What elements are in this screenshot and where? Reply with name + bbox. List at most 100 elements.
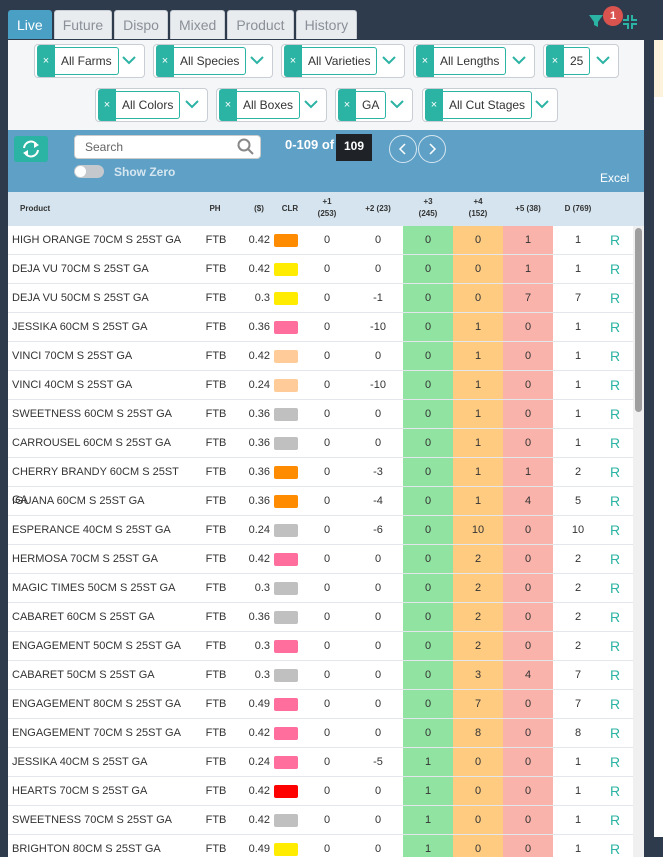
table-row[interactable]: ESPERANCE 40CM S 25ST GA FTB 0.24 0 -6 0 10 0 10… — [8, 516, 633, 545]
table-row[interactable]: VINCI 40CM S 25ST GA FTB 0.24 0 -10 0 1 0 1 R — [8, 371, 633, 400]
reserve-link[interactable]: R — [610, 232, 621, 248]
filter-icon[interactable] — [587, 12, 605, 30]
band-d3 — [403, 835, 453, 857]
band-d5 — [503, 574, 553, 602]
table-row[interactable]: DEJA VU 50CM S 25ST GA FTB 0.3 0 -1 0 0 7 7 R — [8, 284, 633, 313]
tab-live[interactable]: Live — [8, 10, 52, 39]
tab-mixed[interactable]: Mixed — [169, 10, 226, 39]
table-row[interactable]: HIGH ORANGE 70CM S 25ST GA FTB 0.42 0 0 0 0 1 1 R — [8, 226, 633, 255]
table-row[interactable]: ENGAGEMENT 50CM S 25ST GA FTB 0.3 0 0 0 2 0 2 R — [8, 632, 633, 661]
remove-cut-stage-filter[interactable]: × — [425, 89, 443, 121]
band-d3 — [403, 284, 453, 312]
remove-color-filter[interactable]: × — [98, 89, 116, 121]
remove-box-filter[interactable]: × — [219, 89, 237, 121]
cut-stage-filter[interactable]: × All Cut Stages — [422, 88, 558, 122]
table-row[interactable]: HERMOSA 70CM S 25ST GA FTB 0.42 0 0 0 2 0 2 R — [8, 545, 633, 574]
table-row[interactable]: ENGAGEMENT 80CM S 25ST GA FTB 0.49 0 0 0 7 0 7 R — [8, 690, 633, 719]
reserve-link[interactable]: R — [610, 435, 621, 451]
color-filter[interactable]: × All Colors — [95, 88, 208, 122]
remove-farm-filter[interactable]: × — [37, 45, 55, 77]
table-row[interactable]: CABARET 50CM S 25ST GA FTB 0.3 0 0 0 3 4 7 R — [8, 661, 633, 690]
grade-filter[interactable]: × GA — [335, 88, 413, 122]
box-filter[interactable]: × All Boxes — [216, 88, 327, 122]
tab-dispo[interactable]: Dispo — [114, 10, 168, 39]
table-row[interactable]: ENGAGEMENT 70CM S 25ST GA FTB 0.42 0 0 0 8 0 8 R — [8, 719, 633, 748]
reserve-link[interactable]: R — [610, 493, 621, 509]
cell-d2: 0 — [374, 611, 382, 623]
scrollbar-thumb[interactable] — [635, 228, 642, 412]
reserve-link[interactable]: R — [610, 290, 621, 306]
table-row[interactable]: SWEETNESS 70CM S 25ST GA FTB 0.42 0 0 1 0 0 1 R — [8, 806, 633, 835]
table-row[interactable]: HEARTS 70CM S 25ST GA FTB 0.42 0 0 1 0 0 1 R — [8, 777, 633, 806]
cell-ph: FTB — [205, 814, 227, 826]
col-product[interactable]: Product — [20, 204, 51, 213]
next-page-button[interactable] — [418, 135, 446, 163]
cell-d4: 2 — [474, 611, 482, 623]
table-row[interactable]: IGUANA 60CM S 25ST GA FTB 0.36 0 -4 0 1 4 5 R — [8, 487, 633, 516]
col-clr[interactable]: CLR — [281, 204, 299, 213]
excel-export-button[interactable]: Excel — [600, 171, 630, 185]
remove-stems-filter[interactable]: × — [546, 45, 564, 77]
table-row[interactable]: MAGIC TIMES 50CM S 25ST GA FTB 0.3 0 0 0 2 0 2 R — [8, 574, 633, 603]
table-row[interactable]: CARROUSEL 60CM S 25ST GA FTB 0.36 0 0 0 1 0 1 R — [8, 429, 633, 458]
show-zero-toggle[interactable] — [74, 165, 104, 178]
remove-grade-filter[interactable]: × — [338, 89, 356, 121]
reserve-link[interactable]: R — [610, 377, 621, 393]
table-row[interactable]: JESSIKA 40CM S 25ST GA FTB 0.24 0 -5 1 0 0 1 R — [8, 748, 633, 777]
variety-filter[interactable]: × All Varieties — [281, 44, 405, 78]
table-row[interactable]: JESSIKA 60CM S 25ST GA FTB 0.36 0 -10 0 1 0 1 R — [8, 313, 633, 342]
tab-history[interactable]: History — [295, 10, 358, 39]
table-row[interactable]: BRIGHTON 80CM S 25ST GA FTB 0.49 0 0 1 0 0 1 R — [8, 835, 633, 857]
table-row[interactable]: DEJA VU 70CM S 25ST GA FTB 0.42 0 0 0 0 1 1 R — [8, 255, 633, 284]
reserve-link[interactable]: R — [610, 696, 621, 712]
band-d4 — [453, 661, 503, 689]
col-price[interactable]: ($) — [254, 204, 264, 213]
reserve-link[interactable]: R — [610, 261, 621, 277]
reserve-link[interactable]: R — [610, 609, 621, 625]
length-filter[interactable]: × All Lengths — [413, 44, 535, 78]
table-scrollbar[interactable] — [633, 226, 644, 857]
reserve-link[interactable]: R — [610, 725, 621, 741]
col-d[interactable]: D (769) — [564, 204, 592, 213]
prev-page-button[interactable] — [389, 135, 417, 163]
reserve-link[interactable]: R — [610, 348, 621, 364]
reserve-link[interactable]: R — [610, 812, 621, 828]
col-d1[interactable]: +1 — [322, 197, 332, 206]
reserve-link[interactable]: R — [610, 580, 621, 596]
farm-filter[interactable]: × All Farms — [34, 44, 145, 78]
reserve-link[interactable]: R — [610, 551, 621, 567]
cell-d: 2 — [574, 582, 582, 594]
remove-length-filter[interactable]: × — [416, 45, 434, 77]
species-filter[interactable]: × All Species — [153, 44, 273, 78]
color-swatch — [274, 814, 298, 827]
reserve-link[interactable]: R — [610, 754, 621, 770]
reserve-link[interactable]: R — [610, 667, 621, 683]
search-input[interactable]: Search — [74, 135, 261, 159]
table-row[interactable]: CHERRY BRANDY 60CM S 25ST GA FTB 0.36 0 -3 0 1… — [8, 458, 633, 506]
reserve-link[interactable]: R — [610, 319, 621, 335]
cell-d1: 0 — [323, 611, 331, 623]
collapse-icon[interactable] — [621, 13, 639, 31]
col-d5[interactable]: +5 (38) — [515, 204, 541, 213]
col-ph[interactable]: PH — [209, 204, 221, 213]
tab-future[interactable]: Future — [53, 10, 113, 39]
search-icon[interactable] — [237, 138, 255, 156]
remove-species-filter[interactable]: × — [156, 45, 174, 77]
table-row[interactable]: VINCI 70CM S 25ST GA FTB 0.42 0 0 0 1 0 1 R — [8, 342, 633, 371]
refresh-button[interactable] — [14, 136, 48, 162]
reserve-link[interactable]: R — [610, 522, 621, 538]
tab-product[interactable]: Product — [227, 10, 294, 39]
reserve-link[interactable]: R — [610, 464, 621, 480]
remove-variety-filter[interactable]: × — [284, 45, 302, 77]
table-row[interactable]: CABARET 60CM S 25ST GA FTB 0.36 0 0 0 2 0 2 R — [8, 603, 633, 632]
col-d2[interactable]: +2 (23) — [365, 204, 391, 213]
stems-filter[interactable]: × 25 — [543, 44, 619, 78]
table-row[interactable]: SWEETNESS 60CM S 25ST GA FTB 0.36 0 0 0 1 0 1 R — [8, 400, 633, 429]
col-d4[interactable]: +4 — [473, 197, 483, 206]
reserve-link[interactable]: R — [610, 783, 621, 799]
col-d3[interactable]: +3 — [423, 197, 433, 206]
reserve-link[interactable]: R — [610, 406, 621, 422]
reserve-link[interactable]: R — [610, 638, 621, 654]
reserve-link[interactable]: R — [610, 841, 621, 857]
chevron-down-icon — [535, 100, 549, 109]
